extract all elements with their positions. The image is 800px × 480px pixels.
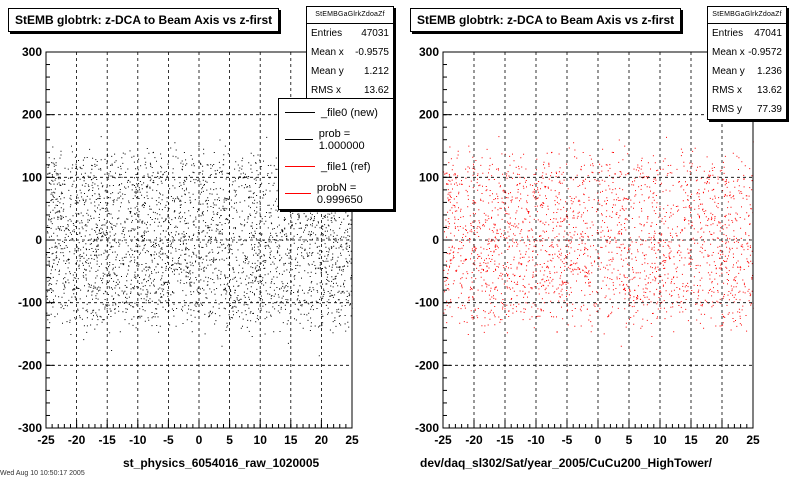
x-tick-label: 15	[284, 433, 298, 447]
x-tick-label: 10	[653, 433, 667, 447]
x-tick-label: -15	[99, 433, 117, 447]
y-tick-label: 100	[22, 170, 42, 184]
y-tick-label: -300	[415, 421, 439, 435]
right-x-axis-title: dev/daq_sl302/Sat/year_2005/CuCu200_High…	[420, 456, 712, 470]
x-tick-label: -25	[37, 433, 55, 447]
y-tick-label: -100	[415, 296, 439, 310]
y-tick-label: 0	[432, 233, 439, 247]
left-stats-row: RMS x 13.62	[311, 85, 389, 96]
left-x-axis-title: st_physics_6054016_raw_1020005	[123, 456, 320, 470]
left-stats-box: StEMBGaGlrkZdoaZf Entries 47031 Mean x -0.…	[306, 6, 394, 101]
right-stats-row: Entries 47041	[712, 28, 782, 39]
x-tick-label: -20	[465, 433, 483, 447]
x-tick-label: 25	[746, 433, 760, 447]
left-stats-name: StEMBGaGlrkZdoaZf	[307, 7, 393, 24]
legend-entry: _file1 (ref)	[279, 153, 393, 180]
legend-entry: _file0 (new)	[279, 99, 393, 126]
right-stats-name: StEMBGaGlrkZdoaZf	[708, 7, 786, 24]
x-tick-label: 20	[715, 433, 729, 447]
y-tick-label: -100	[18, 296, 42, 310]
right-stats-row: RMS x 13.62	[712, 85, 782, 96]
x-tick-label: -25	[434, 433, 452, 447]
left-legend: _file0 (new) prob = 1.000000 _file1 (ref…	[278, 98, 394, 210]
left-stats-row: Mean x -0.9575	[311, 47, 389, 58]
right-stats-row: RMS y 77.39	[712, 104, 782, 115]
right-axes: -25 -20 -15 -10 -5 0 5 10 15 20 25 -300 -200 -100 0 100…	[415, 45, 760, 447]
left-chart-title: StEMB globtrk: z-DCA to Beam Axis vs z-f…	[8, 8, 280, 32]
legend-entry: prob = 1.000000	[279, 126, 393, 153]
right-stats-box: StEMBGaGlrkZdoaZf Entries 47041 Mean x -0.…	[707, 6, 787, 120]
y-tick-label: 100	[419, 170, 439, 184]
y-tick-label: -200	[415, 358, 439, 372]
x-tick-label: 5	[226, 433, 233, 447]
y-tick-label: 200	[419, 108, 439, 122]
x-tick-label: 15	[684, 433, 698, 447]
right-stats-row: Mean x -0.9572	[712, 47, 782, 58]
y-tick-label: 300	[22, 45, 42, 59]
footer-timestamp: Wed Aug 10 10:50:17 2005	[0, 470, 85, 477]
y-tick-label: -200	[18, 358, 42, 372]
x-tick-label: -15	[496, 433, 514, 447]
right-chart-title: StEMB globtrk: z-DCA to Beam Axis vs z-f…	[410, 8, 682, 32]
y-tick-label: -300	[18, 421, 42, 435]
right-scatter-points	[443, 136, 754, 347]
x-tick-label: -10	[527, 433, 545, 447]
right-stats-row: Mean y 1.236	[712, 66, 782, 77]
x-tick-label: -5	[562, 433, 573, 447]
x-tick-label: -20	[68, 433, 86, 447]
legend-entry: probN = 0.999650	[279, 180, 393, 207]
x-tick-label: -10	[129, 433, 147, 447]
x-tick-label: 5	[626, 433, 633, 447]
x-tick-label: 25	[345, 433, 359, 447]
left-axes: -25 -20 -15 -10 -5 0 5 10 15 20 25 -300 -200 -100 0 100…	[18, 45, 359, 447]
right-grid	[443, 52, 753, 428]
left-stats-row: Entries 47031	[311, 28, 389, 39]
x-tick-label: 0	[595, 433, 602, 447]
left-stats-row: Mean y 1.212	[311, 66, 389, 77]
x-tick-label: -5	[163, 433, 174, 447]
y-tick-label: 300	[419, 45, 439, 59]
x-tick-label: 20	[315, 433, 329, 447]
x-tick-label: 10	[254, 433, 268, 447]
y-tick-label: 0	[35, 233, 42, 247]
x-tick-label: 0	[196, 433, 203, 447]
y-tick-label: 200	[22, 108, 42, 122]
scatter-point-cloud	[443, 136, 754, 347]
